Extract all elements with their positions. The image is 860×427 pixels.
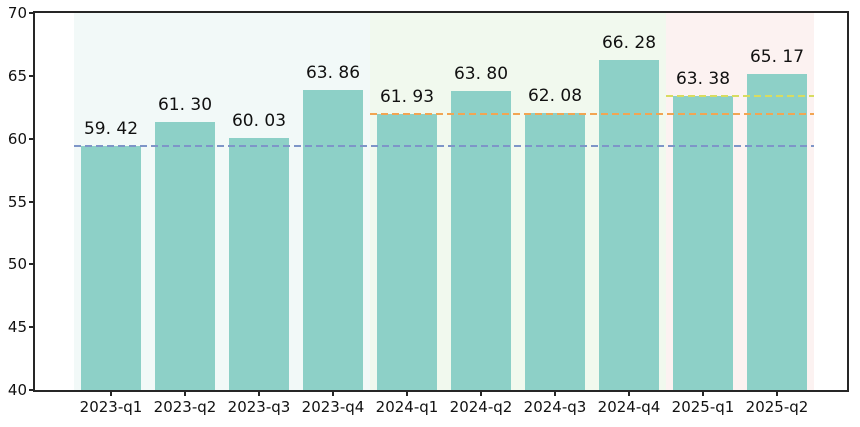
x-tick-label: 2023-q2 xyxy=(153,398,217,416)
y-tickmark xyxy=(29,74,33,77)
x-tick-label: 2024-q2 xyxy=(449,398,513,416)
bar-2024-q2 xyxy=(451,90,511,390)
x-tick-label: 2024-q3 xyxy=(523,398,587,416)
x-tick-label: 2023-q3 xyxy=(227,398,291,416)
bar-2025-q2 xyxy=(747,73,807,390)
y-tickmark xyxy=(29,200,33,203)
bar-value-label: 66. 28 xyxy=(601,32,657,53)
bar-2024-q1 xyxy=(377,114,437,390)
x-tick-label: 2023-q1 xyxy=(79,398,143,416)
x-tick-label: 2025-q1 xyxy=(671,398,735,416)
y-tick-label: 40 xyxy=(7,381,27,399)
reference-line-2 xyxy=(370,113,814,116)
x-tickmark xyxy=(184,392,186,396)
x-tick-label: 2023-q4 xyxy=(301,398,365,416)
y-tickmark xyxy=(29,389,33,391)
bar-value-label: 61. 30 xyxy=(157,95,213,116)
y-tick-label: 60 xyxy=(7,129,27,148)
bar-2023-q1 xyxy=(81,145,141,390)
x-tickmark xyxy=(258,392,260,396)
y-tickmark xyxy=(29,12,33,14)
bar-value-label: 60. 03 xyxy=(231,111,287,132)
x-tickmark xyxy=(776,392,778,396)
x-tickmark xyxy=(406,392,408,396)
x-tickmark xyxy=(332,392,334,396)
x-tick-label: 2024-q1 xyxy=(375,398,439,416)
bar-value-label: 63. 80 xyxy=(453,63,509,84)
x-tickmark xyxy=(554,392,556,396)
bar-2023-q4 xyxy=(303,90,363,390)
x-tick-label: 2024-q4 xyxy=(597,398,661,416)
bar-value-label: 61. 93 xyxy=(379,87,435,108)
y-tick-label: 65 xyxy=(7,66,27,85)
bar-value-label: 63. 86 xyxy=(305,63,361,84)
bar-value-label: 63. 38 xyxy=(675,69,731,90)
y-tick-label: 50 xyxy=(7,255,27,274)
x-tickmark xyxy=(628,392,630,396)
reference-line-1 xyxy=(74,144,814,147)
y-tickmark xyxy=(29,137,33,140)
bar-2023-q3 xyxy=(229,138,289,390)
x-tickmark xyxy=(480,392,482,396)
x-tick-label: 2025-q2 xyxy=(745,398,809,416)
y-tickmark xyxy=(29,263,33,266)
reference-line-3 xyxy=(666,95,814,98)
bar-2024-q3 xyxy=(525,112,585,390)
y-tick-label: 45 xyxy=(7,318,27,337)
x-tickmark xyxy=(110,392,112,396)
y-tick-label: 70 xyxy=(7,4,27,22)
y-tick-label: 55 xyxy=(7,192,27,211)
bar-value-label: 65. 17 xyxy=(749,46,805,67)
x-tickmark xyxy=(702,392,704,396)
y-tickmark xyxy=(29,326,33,329)
bar-value-label: 59. 42 xyxy=(83,118,139,139)
bar-2023-q2 xyxy=(155,122,215,390)
bar-value-label: 62. 08 xyxy=(527,85,583,106)
